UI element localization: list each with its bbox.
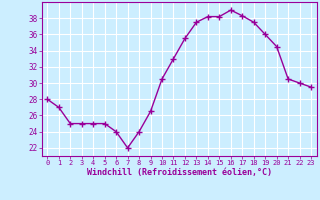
X-axis label: Windchill (Refroidissement éolien,°C): Windchill (Refroidissement éolien,°C) — [87, 168, 272, 177]
